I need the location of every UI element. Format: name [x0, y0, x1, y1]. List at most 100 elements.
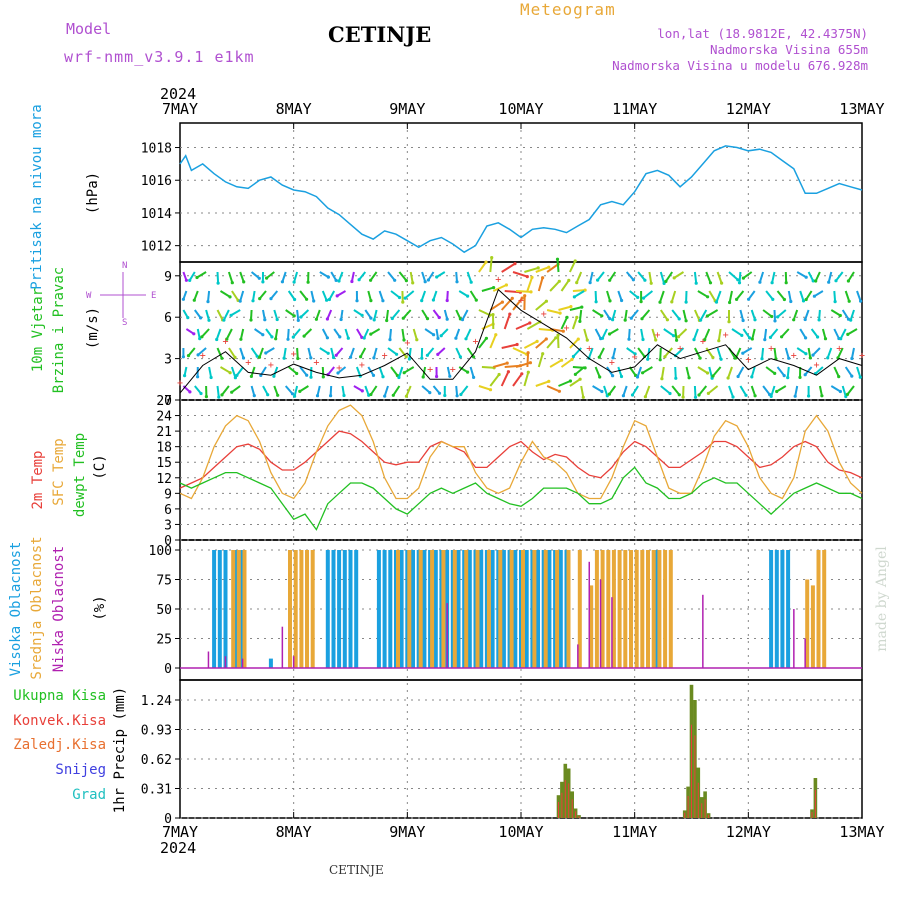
- wind-arrow-head: [600, 336, 605, 340]
- wind-arrow: [641, 309, 651, 320]
- wind-arrow: [558, 305, 572, 311]
- credit-text: made by Angel: [874, 546, 890, 652]
- wind-arrow: [454, 328, 461, 339]
- wind-arrow-head: [296, 318, 300, 322]
- y-tick-label: 24: [156, 410, 172, 425]
- wind-arrow: [387, 347, 398, 356]
- wind-arrow: [319, 271, 329, 278]
- wind-arrow-head: [472, 355, 476, 359]
- wind-arrow: [262, 385, 269, 396]
- wind-arrow: [455, 271, 458, 282]
- wind-arrow: [796, 271, 807, 279]
- wind-arrow-head: [811, 353, 815, 357]
- wind-arrow: [847, 328, 858, 336]
- wind-arrow: [330, 271, 337, 281]
- dir-key-n: N: [122, 261, 127, 271]
- wind-arrow: [805, 290, 813, 301]
- wind-arrow: [515, 322, 531, 330]
- conv-precip-bar: [568, 783, 570, 818]
- wind-arrow-head: [338, 335, 342, 339]
- wind-arrow-head: [233, 355, 237, 359]
- wind-arrow-head: [561, 329, 565, 333]
- wind-arrow: [697, 366, 709, 374]
- model-label: Model: [66, 20, 112, 38]
- wind-arrow: [455, 347, 462, 358]
- wind-arrow-head: [383, 394, 387, 398]
- wind-arrow-head: [397, 375, 401, 380]
- dir-key-s: S: [122, 318, 127, 328]
- pressure-line: [179, 145, 863, 254]
- wind-arrow-head: [833, 300, 837, 304]
- wind-arrow: [458, 290, 469, 297]
- wind-arrow: [535, 380, 550, 387]
- wind-arrow-head: [411, 281, 415, 285]
- wind-arrow: [596, 271, 605, 281]
- wind-gust-marker: +: [200, 350, 206, 361]
- wind-arrow-head: [225, 337, 229, 341]
- wind-arrow-head: [404, 355, 408, 359]
- wind-arrow: [624, 309, 628, 321]
- wind-arrow-head: [834, 279, 838, 283]
- wind-arrow: [358, 271, 367, 281]
- wind-arrow: [549, 359, 563, 368]
- wind-arrow: [560, 358, 573, 368]
- cloud-bar: [212, 550, 217, 668]
- wind-arrow: [335, 347, 344, 356]
- wind-arrow: [378, 366, 384, 378]
- wind-arrow-head: [443, 393, 447, 398]
- wind-arrow: [239, 271, 245, 283]
- wind-arrow: [455, 385, 459, 396]
- wind-arrow-head: [753, 394, 757, 398]
- wind-arrow: [830, 385, 841, 393]
- wind-arrow-head: [588, 281, 592, 285]
- wind-arrow-head: [557, 389, 562, 393]
- wind-arrow-head: [466, 370, 470, 374]
- wind-arrow: [258, 347, 264, 358]
- wind-arrow: [574, 366, 585, 376]
- cloud-bar: [236, 550, 241, 668]
- wind-arrow-head: [597, 355, 601, 359]
- wind-arrow: [187, 347, 196, 357]
- wind-arrow: [558, 380, 571, 387]
- top-date-label: 9MAY: [389, 100, 425, 118]
- wind-gust-marker: +: [245, 357, 251, 368]
- wind-arrow: [478, 337, 488, 349]
- wind-arrow: [747, 290, 756, 300]
- wind-arrow: [265, 271, 275, 279]
- wind-arrow-head: [850, 356, 854, 361]
- wind-arrow-head: [768, 335, 773, 339]
- wind-arrow: [193, 309, 202, 319]
- wind-arrow: [839, 328, 847, 340]
- temp-line-dewpt-temp: [179, 466, 863, 531]
- cloud-bar: [623, 550, 628, 668]
- y-tick-label: 0.31: [141, 782, 172, 797]
- wind-arrow-head: [775, 389, 779, 394]
- wind-arrow: [364, 309, 372, 319]
- wind-arrow-head: [484, 260, 488, 264]
- wind-arrow: [219, 290, 231, 298]
- wind-arrow: [512, 271, 528, 278]
- wind-arrow: [493, 362, 508, 368]
- wind-arrow-head: [381, 299, 385, 303]
- wind-arrow-head: [807, 394, 811, 398]
- cloud-bar: [780, 550, 785, 668]
- altitude-text: Nadmorska Visina 655m: [709, 42, 868, 57]
- wind-arrow: [359, 347, 367, 358]
- wind-arrow-head: [740, 333, 744, 337]
- cloud-bar: [305, 550, 309, 668]
- wind-arrow: [750, 309, 756, 321]
- wind-arrow-head: [464, 337, 468, 341]
- wind-arrow-head: [372, 318, 376, 322]
- wind-arrow: [523, 340, 538, 349]
- wind-arrow-head: [758, 280, 762, 284]
- wind-arrow-head: [445, 317, 449, 321]
- wind-arrow-head: [249, 318, 253, 322]
- wind-arrow: [765, 366, 776, 375]
- wind-arrow-head: [816, 335, 820, 339]
- wind-arrow: [560, 316, 568, 330]
- cloud-bar: [348, 550, 353, 668]
- wind-arrow: [265, 328, 273, 338]
- wind-arrow: [742, 271, 753, 279]
- cloud-bar: [663, 550, 668, 668]
- wind-arrow: [648, 271, 653, 284]
